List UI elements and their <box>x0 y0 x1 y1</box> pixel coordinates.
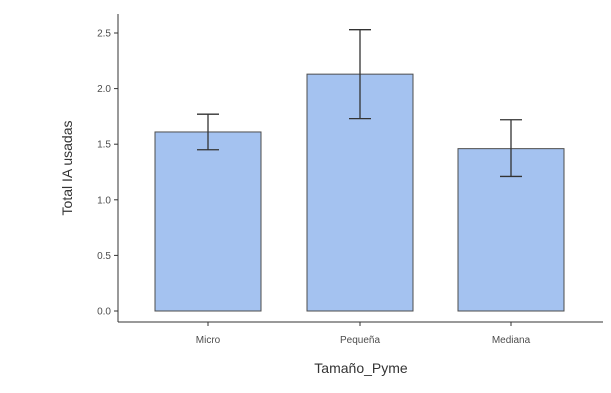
error-bar <box>349 29 371 120</box>
error-bar <box>500 119 522 178</box>
y-tick-label: 1.5 <box>97 140 111 151</box>
x-tick-label: Mediana <box>492 335 531 346</box>
x-ticks-group: Micro Pequeña Mediana <box>196 322 531 346</box>
x-tick-label: Pequeña <box>340 335 380 346</box>
x-axis-title: Tamaño_Pyme <box>314 360 408 376</box>
y-tick-label: 0.5 <box>97 251 111 262</box>
y-tick-label: 2.5 <box>97 29 111 40</box>
error-bars-group <box>197 29 522 178</box>
error-bar <box>197 113 219 151</box>
y-tick-label: 1.0 <box>97 195 111 206</box>
y-ticks-group: 0.0 0.5 1.0 1.5 2.0 2.5 <box>97 29 118 318</box>
bar <box>154 131 262 312</box>
y-tick-label: 2.0 <box>97 84 111 95</box>
x-tick-label: Micro <box>196 335 221 346</box>
y-tick-label: 0.0 <box>97 307 111 318</box>
y-axis-title: Total IA usadas <box>59 121 75 216</box>
